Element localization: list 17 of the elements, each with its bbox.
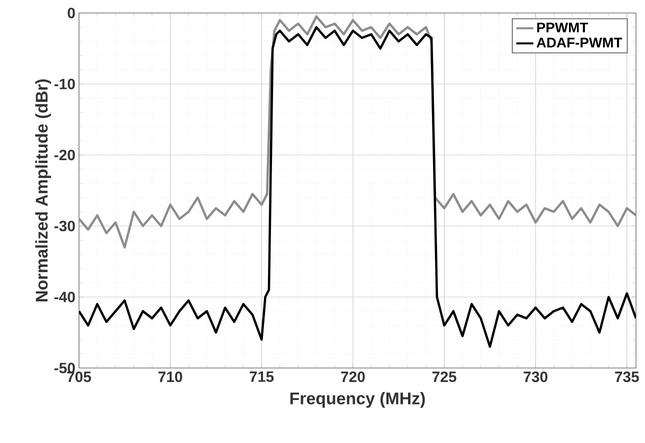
- x-tick-label: 730: [524, 372, 548, 382]
- x-axis-title: Frequency (MHz): [290, 392, 425, 408]
- legend-label: PPWMT: [537, 22, 588, 32]
- y-axis-title: Normalized Amplitude (dBr): [35, 79, 52, 302]
- x-tick-label: 735: [615, 372, 639, 382]
- x-tick-label: 725: [432, 372, 456, 382]
- legend-label: ADAF-PWMT: [536, 38, 622, 48]
- x-tick-label: 720: [341, 372, 365, 382]
- x-tick-label: 710: [158, 372, 182, 382]
- x-tick-label: 715: [250, 372, 274, 382]
- y-tick-label: -50: [54, 362, 75, 374]
- y-tick-label: 0: [68, 8, 75, 18]
- y-tick-label: -30: [54, 220, 75, 232]
- x-tick-label: 705: [67, 372, 92, 382]
- y-tick-label: -40: [54, 292, 75, 302]
- y-tick-label: -20: [54, 150, 75, 160]
- y-tick-label: -10: [54, 78, 75, 90]
